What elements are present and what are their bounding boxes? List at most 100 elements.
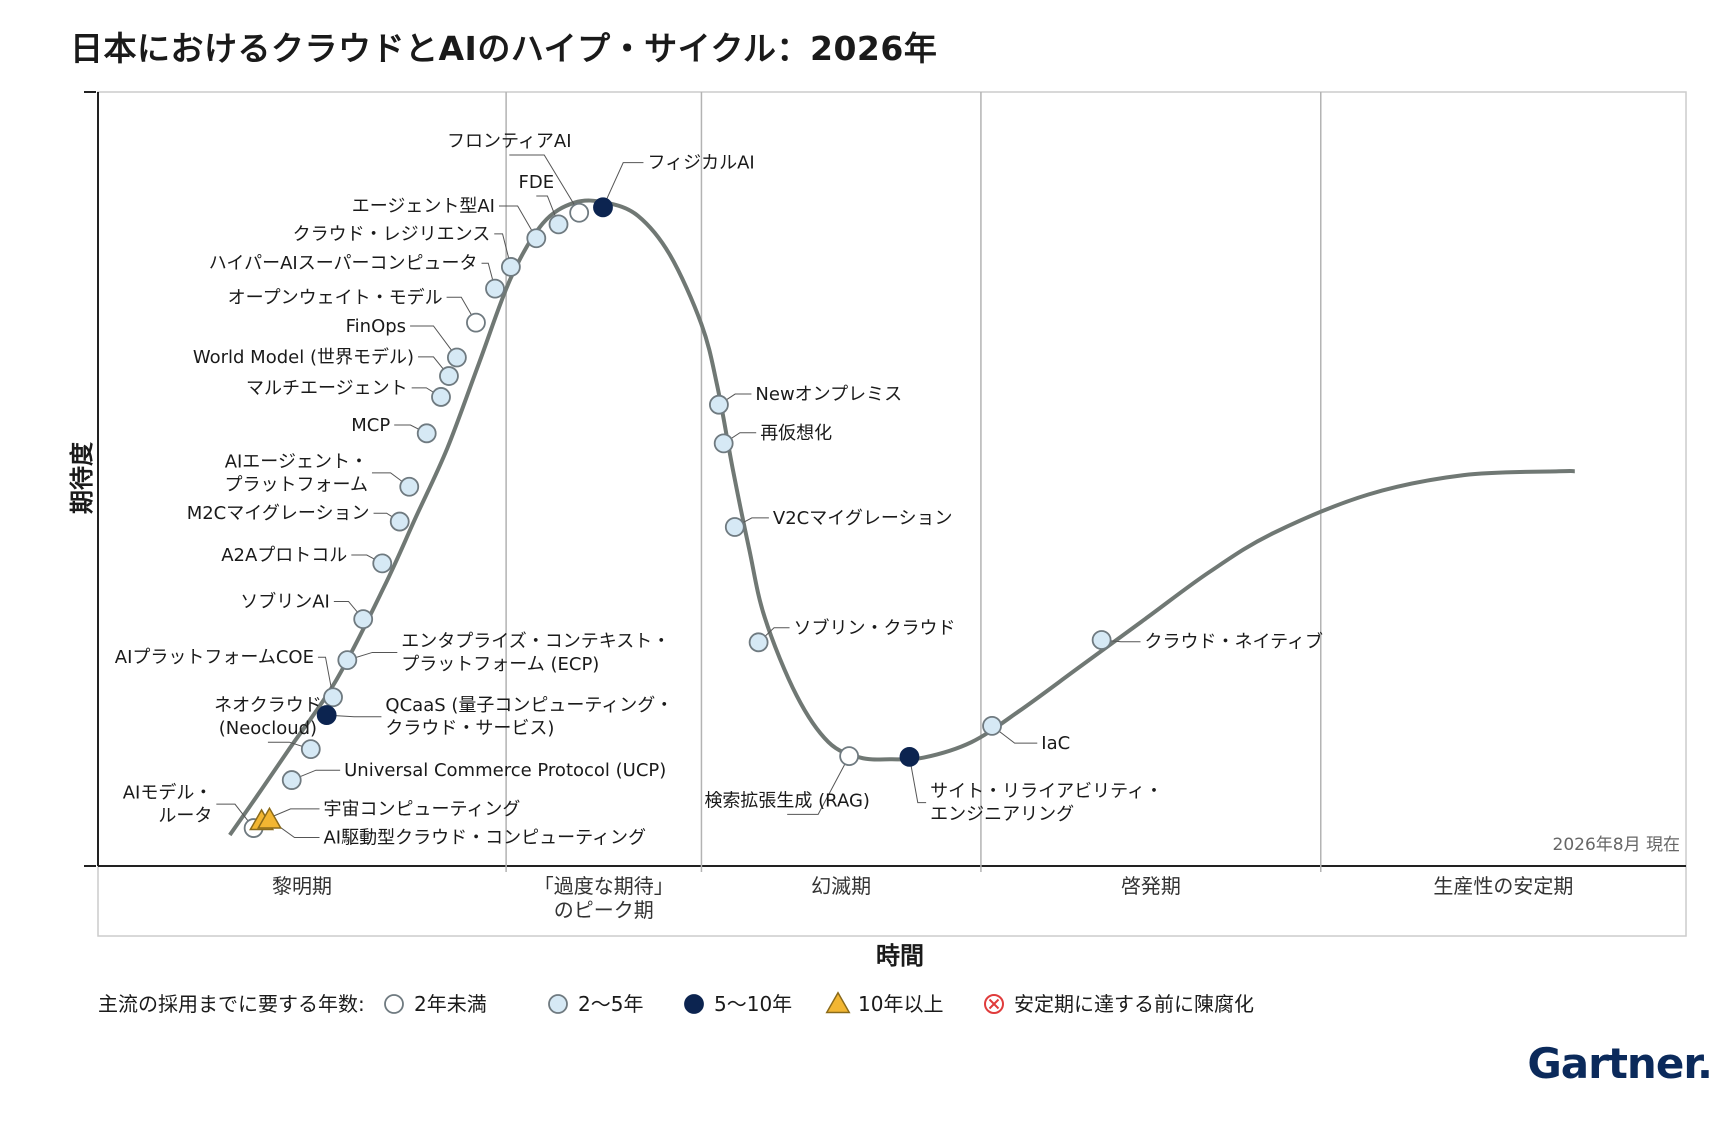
legend-title: 主流の採用までに要する年数: — [98, 992, 365, 1016]
tech-9-marker — [431, 387, 451, 407]
tech-21-label: 宇宙コンピューティング — [323, 799, 520, 820]
tech-6-label: オープンウェイト・モデル — [228, 287, 443, 308]
plot-frame — [84, 91, 1687, 937]
tech-8-label: World Model (世界モデル) — [193, 347, 414, 368]
tech-28-label-line: エンジニアリング — [930, 804, 1074, 825]
tech-28-label: サイト・リライアビリティ・エンジニアリング — [930, 781, 1163, 825]
legend-swatch-over_10 — [825, 991, 851, 1014]
legend-label-over_10: 10年以上 — [858, 992, 943, 1016]
tech-28-leader — [908, 756, 927, 804]
tech-23-label: Newオンプレミス — [755, 384, 902, 405]
tech-3-leader — [499, 205, 537, 239]
tech-13-label-line: A2Aプロトコル — [221, 545, 347, 566]
phase-label-line: 黎明期 — [272, 874, 332, 898]
tech-7-label-line: FinOps — [346, 316, 406, 337]
tech-12-label-line: M2Cマイグレーション — [187, 503, 370, 524]
phase-label-line: 生産性の安定期 — [1433, 874, 1573, 898]
tech-16-label: AIプラットフォームCOE — [115, 647, 314, 668]
tech-26-marker — [748, 632, 769, 653]
tech-22-label: AI駆動型クラウド・コンピューティング — [323, 828, 646, 849]
tech-10-label: MCP — [351, 415, 390, 436]
technology-labels: フィジカルAI フロンティアAI FDE エージェント型AI クラウド・レジリエンスハイ… — [115, 131, 1323, 849]
tech-17-label-line: QCaaS (量子コンピューティング・ — [385, 695, 673, 716]
tech-15-label: エンタプライズ・コンテキスト・プラットフォーム (ECP) — [401, 631, 670, 675]
tech-11-label: AIエージェント・プラットフォーム — [224, 451, 367, 495]
tech-12-marker — [389, 511, 410, 532]
tech-2-label-line: FDE — [518, 172, 554, 193]
tech-17-label: QCaaS (量子コンピューティング・クラウド・サービス) — [385, 695, 673, 739]
phase-label-line: 幻滅期 — [811, 874, 871, 898]
tech-4-label: クラウド・レジリエンス — [293, 224, 491, 245]
phase-label-line: のピーク期 — [554, 898, 654, 922]
tech-16-label-line: AIプラットフォームCOE — [115, 647, 314, 668]
tech-1-label: フロンティアAI — [447, 131, 572, 152]
phase-label-4: 啓発期 — [1121, 874, 1181, 898]
tech-4-marker — [500, 257, 521, 277]
tech-1-label-line: フロンティアAI — [447, 131, 572, 152]
tech-30-marker — [1091, 630, 1112, 650]
legend-swatch-under_2 — [384, 994, 404, 1014]
tech-13-marker — [372, 553, 393, 574]
tech-15-marker — [337, 650, 358, 671]
tech-20-leader — [216, 803, 255, 829]
tech-23-marker — [709, 394, 729, 415]
tech-10-marker — [416, 423, 437, 444]
tech-1-leader — [509, 154, 580, 214]
legend-swatch-y5_10 — [684, 994, 704, 1014]
tech-17-marker — [316, 705, 337, 725]
tech-11-marker — [399, 476, 420, 497]
tech-19-label-line: Universal Commerce Protocol (UCP) — [344, 760, 666, 781]
tech-3-label-line: エージェント型AI — [352, 196, 495, 217]
tech-20-label-line: AIモデル・ — [123, 783, 213, 804]
phase-labels: 黎明期 「過度な期待」のピーク期 幻滅期 啓発期 生産性の安定期 — [272, 92, 1573, 922]
tech-11-label-line: AIエージェント・ — [225, 451, 368, 472]
tech-25-label-line: V2Cマイグレーション — [773, 508, 953, 529]
tech-4-leader — [494, 233, 512, 268]
tech-26-label-line: ソブリン・クラウド — [794, 617, 956, 639]
tech-3-label: エージェント型AI — [352, 196, 495, 217]
tech-15-label-line: プラットフォーム (ECP) — [401, 654, 599, 675]
tech-27-marker — [839, 746, 860, 766]
tech-16-marker — [323, 687, 343, 708]
tech-29-label-line: IaC — [1041, 733, 1070, 754]
phase-label-5: 生産性の安定期 — [1433, 874, 1573, 898]
tech-25-label: V2Cマイグレーション — [773, 508, 953, 529]
y-axis-title: 期待度 — [68, 441, 96, 514]
phase-label-1: 黎明期 — [272, 874, 332, 898]
tech-3-marker — [526, 228, 547, 249]
legend: 主流の採用までに要する年数: 2年未満 2～5年 5～10年 10年以上 安定期に達する前… — [98, 991, 1254, 1016]
tech-20-label: AIモデル・ルータ — [123, 783, 213, 827]
tech-29-marker — [982, 716, 1002, 736]
tech-2-leader — [536, 195, 559, 225]
tech-19-label: Universal Commerce Protocol (UCP) — [344, 760, 666, 781]
tech-29-label: IaC — [1041, 733, 1070, 754]
tech-4-label-line: クラウド・レジリエンス — [293, 224, 491, 245]
legend-label-y2_5: 2～5年 — [578, 992, 643, 1016]
tech-5-marker — [485, 278, 505, 299]
tech-27-label: 検索拡張生成 (RAG) — [704, 790, 870, 811]
tech-8-marker — [439, 366, 459, 386]
phase-label-line: 「過度な期待」 — [534, 874, 674, 898]
tech-10-label-line: MCP — [351, 415, 390, 436]
phase-label-2: 「過度な期待」のピーク期 — [534, 874, 674, 922]
tech-14-label-line: ソブリンAI — [240, 590, 330, 612]
tech-2-marker — [548, 214, 569, 235]
technology-markers — [243, 197, 1112, 838]
tech-1-marker — [569, 202, 590, 223]
tech-22-marker — [256, 806, 283, 829]
tech-7-marker — [446, 347, 467, 368]
legend-swatch-y2_5 — [548, 994, 568, 1014]
tech-9-label-line: マルチエージェント — [246, 378, 408, 399]
tech-18-label-line: (Neocloud) — [219, 718, 317, 739]
tech-27-leader — [787, 755, 850, 815]
tech-7-label: FinOps — [346, 316, 406, 337]
tech-23-label-line: Newオンプレミス — [755, 384, 902, 405]
tech-0-label-line: フィジカルAI — [647, 153, 754, 174]
tech-25-marker — [724, 517, 745, 537]
tech-0-marker — [593, 197, 613, 218]
tech-13-label: A2Aプロトコル — [221, 545, 347, 566]
tech-18-marker — [300, 739, 321, 760]
hype-curve — [228, 198, 1575, 837]
tech-7-leader — [410, 325, 458, 358]
